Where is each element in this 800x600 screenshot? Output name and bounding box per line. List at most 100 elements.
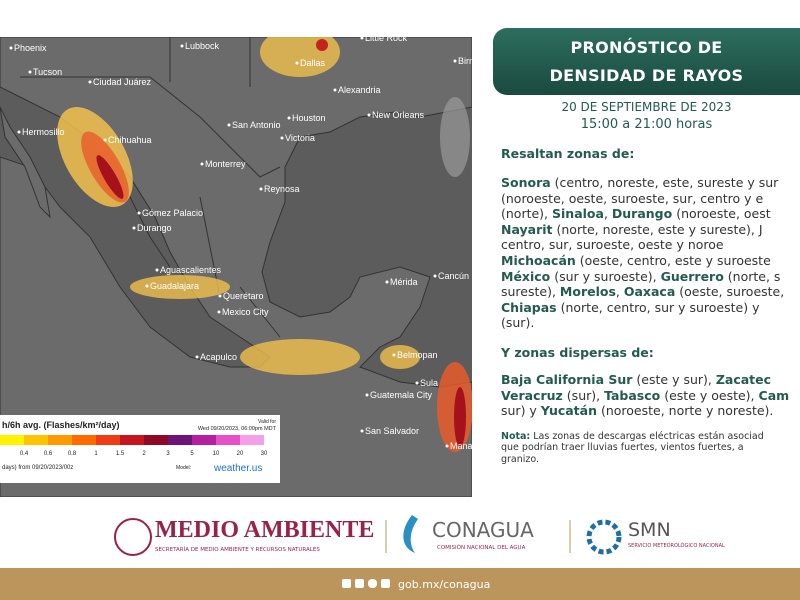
city-dot: [365, 393, 369, 397]
text-run: (norte, centro, sur y suroeste) y: [556, 299, 760, 315]
city-dot: [295, 61, 299, 65]
smn-logo: [586, 519, 622, 555]
legend-value: 0.6: [44, 451, 53, 457]
legend-value: 2: [142, 451, 146, 457]
text-run: Michoacán: [501, 252, 576, 268]
city-dot: [333, 88, 337, 92]
city-label: Reynosa: [264, 184, 300, 194]
legend-swatch: [24, 435, 48, 445]
text-run: Las zonas de descargas eléctricas están …: [530, 430, 764, 442]
legend-value: 0.8: [68, 451, 77, 457]
city-dot: [88, 80, 92, 84]
text-line: (norte), Sinaloa, Durango (noroeste, oes…: [501, 206, 800, 222]
text-line: que podrían traer lluvias fuertes, vient…: [501, 442, 800, 454]
text-run: (noroeste, norte y noreste).: [597, 403, 774, 419]
text-run: Zacatec: [715, 371, 772, 387]
city-dot: [132, 226, 136, 230]
legend-swatch: [120, 435, 144, 445]
city-label: Phoenix: [14, 43, 47, 53]
city-label: Aguascalientes: [160, 265, 222, 275]
text-line: Nota: Las zonas de descargas eléctricas …: [501, 431, 800, 443]
city-dot: [218, 294, 222, 298]
city-dot: [445, 444, 449, 448]
text-run: centro, sur, suroeste, oeste y noroe: [501, 237, 724, 253]
city-label: Acapulco: [200, 352, 237, 362]
intro: Resaltan zonas de:: [501, 146, 635, 161]
legend-box: [0, 415, 280, 483]
url: gob.mx/conagua: [398, 578, 490, 591]
city-dot: [155, 268, 159, 272]
title-line: DENSIDAD DE RAYOS: [549, 66, 744, 85]
text-run: Nayarit: [501, 221, 553, 237]
legend-swatch: [144, 435, 168, 445]
text-run: ,: [603, 206, 612, 222]
intro2: Y zonas dispersas de:: [501, 344, 654, 360]
legend-title: h/6h avg. (Flashes/km²/day): [2, 420, 120, 430]
text-run: (noroeste, oeste, suroeste, sur, centro …: [501, 190, 764, 206]
legend-swatch: [48, 435, 72, 445]
text-run: México: [501, 268, 551, 284]
text-line: sureste), Morelos, Oaxaca (oeste, suroes…: [501, 284, 800, 300]
text-run: sur) y: [501, 403, 541, 419]
text-run: (noroeste, oest: [672, 206, 771, 222]
title-line: PRONÓSTICO DE: [570, 38, 723, 57]
conagua-sub: COMISIÓN NACIONAL DEL AGUA: [437, 544, 526, 551]
city-label: Ciudad Juárez: [93, 77, 152, 87]
text-run: Chiapas: [501, 299, 557, 315]
legend-swatch: [192, 435, 216, 445]
city-label: Houston: [292, 113, 326, 123]
zones: Sonora (centro, noreste, este, sureste y…: [493, 175, 800, 331]
text-run: (centro, noreste, este, sureste y sur: [550, 175, 779, 190]
city-dot: [17, 130, 21, 134]
city-label: Little Rock: [365, 37, 408, 43]
text-run: (sur),: [562, 387, 605, 403]
city-dot: [28, 70, 32, 74]
legend-swatch: [240, 435, 264, 445]
city-dot: [415, 381, 419, 385]
city-dot: [433, 274, 437, 278]
city-label: New Orleans: [372, 110, 425, 120]
legend-swatch: [0, 435, 24, 445]
city-dot: [367, 113, 371, 117]
legend-swatch: [96, 435, 120, 445]
text-run: Guerrero: [660, 268, 724, 284]
city-label: Gómez Palacio: [142, 208, 203, 218]
text-run: Durango: [611, 206, 673, 222]
text-run: (oeste, suroeste,: [675, 284, 785, 300]
legend-value: 3: [166, 451, 170, 457]
conagua-logo: [403, 515, 418, 553]
legend-swatch: [72, 435, 96, 445]
city-label: Cancún: [438, 271, 469, 281]
city-label: Manag: [450, 441, 472, 451]
text-run: (norte, noreste, este y sureste), J: [552, 221, 763, 237]
text-run: Oaxaca: [623, 284, 676, 300]
text-line: Baja California Sur (este y sur), Zacate…: [501, 372, 800, 388]
city-dot: [360, 429, 364, 433]
city-label: Victoria: [285, 133, 315, 143]
legend-value: 30: [261, 451, 268, 457]
text-run: (sur y suroeste),: [550, 268, 661, 284]
city-dot: [217, 310, 221, 314]
text-run: (oeste, centro, este y suroeste: [575, 252, 771, 268]
city-label: Alexandria: [338, 85, 381, 95]
text-line: (noroeste, oeste, suroeste, sur, centro …: [501, 191, 800, 207]
baja: [0, 106, 51, 219]
legend-valid: Valid for: [258, 419, 276, 425]
city-dot: [137, 211, 141, 215]
text-line: Veracruz (sur), Tabasco (este y oeste), …: [501, 388, 800, 404]
text-run: Nota:: [501, 430, 531, 442]
legend-value: 1: [94, 451, 98, 457]
legend-swatch: [216, 435, 240, 445]
city-dot: [280, 136, 284, 140]
text-run: (este y sur),: [632, 371, 716, 387]
city-label: San Salvador: [365, 426, 419, 436]
city-label: Dallas: [300, 58, 326, 68]
city-label: Birn: [458, 56, 472, 66]
city-dot: [103, 138, 107, 142]
header: PRONÓSTICO DE DENSIDAD DE RAYOS: [493, 28, 800, 95]
map: Phoenix Lubbock Little Rock Tucson Dallas Bir…: [0, 37, 472, 497]
lightning: [57, 37, 472, 452]
city-label: Mérida: [390, 277, 418, 287]
city-label: Hermosillo: [22, 127, 65, 137]
legend-model: Model:: [176, 465, 191, 471]
